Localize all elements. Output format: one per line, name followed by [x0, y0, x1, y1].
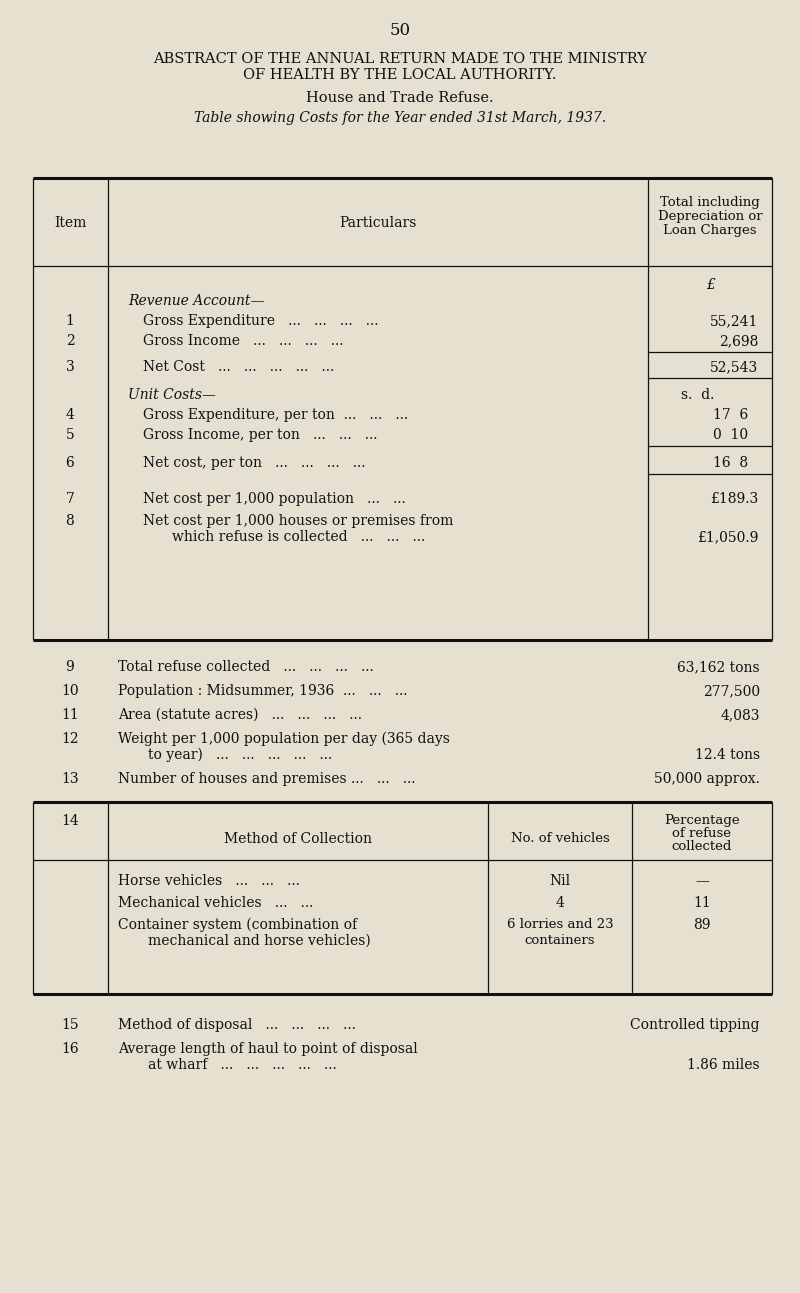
Text: Unit Costs—: Unit Costs—	[128, 388, 216, 402]
Text: 2,698: 2,698	[718, 334, 758, 348]
Text: 6 lorries and 23: 6 lorries and 23	[506, 918, 614, 931]
Text: Horse vehicles   ...   ...   ...: Horse vehicles ... ... ...	[118, 874, 300, 888]
Text: at wharf   ...   ...   ...   ...   ...: at wharf ... ... ... ... ...	[148, 1058, 337, 1072]
Text: 52,543: 52,543	[710, 359, 758, 374]
Text: 11: 11	[693, 896, 711, 910]
Text: Mechanical vehicles   ...   ...: Mechanical vehicles ... ...	[118, 896, 314, 910]
Text: 7: 7	[66, 493, 74, 506]
Text: No. of vehicles: No. of vehicles	[510, 831, 610, 846]
Text: Area (statute acres)   ...   ...   ...   ...: Area (statute acres) ... ... ... ...	[118, 709, 362, 721]
Text: Method of Collection: Method of Collection	[224, 831, 372, 846]
Text: 1: 1	[66, 314, 74, 328]
Text: Table showing Costs for the Year ended 31st March, 1937.: Table showing Costs for the Year ended 3…	[194, 111, 606, 125]
Text: 277,500: 277,500	[703, 684, 760, 698]
Text: 5: 5	[66, 428, 74, 442]
Text: 0  10: 0 10	[713, 428, 748, 442]
Text: Revenue Account—: Revenue Account—	[128, 294, 264, 308]
Text: Item: Item	[54, 216, 86, 230]
Text: Gross Expenditure   ...   ...   ...   ...: Gross Expenditure ... ... ... ...	[143, 314, 378, 328]
Text: 55,241: 55,241	[710, 314, 758, 328]
Text: 14: 14	[61, 815, 79, 828]
Text: Container system (combination of: Container system (combination of	[118, 918, 357, 932]
Text: mechanical and horse vehicles): mechanical and horse vehicles)	[148, 934, 370, 948]
Text: Loan Charges: Loan Charges	[663, 224, 757, 237]
Text: Gross Income   ...   ...   ...   ...: Gross Income ... ... ... ...	[143, 334, 343, 348]
Text: to year)   ...   ...   ...   ...   ...: to year) ... ... ... ... ...	[148, 747, 332, 763]
Text: containers: containers	[525, 934, 595, 946]
Text: Method of disposal   ...   ...   ...   ...: Method of disposal ... ... ... ...	[118, 1018, 356, 1032]
Text: 3: 3	[66, 359, 74, 374]
Text: £: £	[706, 278, 714, 292]
Text: 6: 6	[66, 456, 74, 469]
Text: 11: 11	[61, 709, 79, 721]
Text: Depreciation or: Depreciation or	[658, 209, 762, 222]
Text: 13: 13	[61, 772, 79, 786]
Text: 4: 4	[555, 896, 565, 910]
Text: 16: 16	[61, 1042, 79, 1056]
Text: £189.3: £189.3	[710, 493, 758, 506]
Text: Number of houses and premises ...   ...   ...: Number of houses and premises ... ... ..…	[118, 772, 415, 786]
Text: 4,083: 4,083	[721, 709, 760, 721]
Text: 2: 2	[66, 334, 74, 348]
Text: 4: 4	[66, 409, 74, 422]
Text: 8: 8	[66, 515, 74, 528]
Text: Total refuse collected   ...   ...   ...   ...: Total refuse collected ... ... ... ...	[118, 659, 374, 674]
Text: Nil: Nil	[550, 874, 570, 888]
Text: 50,000 approx.: 50,000 approx.	[654, 772, 760, 786]
Text: Gross Income, per ton   ...   ...   ...: Gross Income, per ton ... ... ...	[143, 428, 378, 442]
Text: Controlled tipping: Controlled tipping	[630, 1018, 760, 1032]
Text: Average length of haul to point of disposal: Average length of haul to point of dispo…	[118, 1042, 418, 1056]
Text: 1.86 miles: 1.86 miles	[687, 1058, 760, 1072]
Text: 10: 10	[61, 684, 79, 698]
Text: 9: 9	[66, 659, 74, 674]
Text: of refuse: of refuse	[673, 828, 731, 840]
Text: 89: 89	[694, 918, 710, 932]
Text: 63,162 tons: 63,162 tons	[678, 659, 760, 674]
Text: Net cost per 1,000 population   ...   ...: Net cost per 1,000 population ... ...	[143, 493, 406, 506]
Text: OF HEALTH BY THE LOCAL AUTHORITY.: OF HEALTH BY THE LOCAL AUTHORITY.	[243, 69, 557, 81]
Text: Particulars: Particulars	[339, 216, 417, 230]
Text: Net Cost   ...   ...   ...   ...   ...: Net Cost ... ... ... ... ...	[143, 359, 334, 374]
Text: Total including: Total including	[660, 197, 760, 209]
Text: ABSTRACT OF THE ANNUAL RETURN MADE TO THE MINISTRY: ABSTRACT OF THE ANNUAL RETURN MADE TO TH…	[153, 52, 647, 66]
Text: Net cost, per ton   ...   ...   ...   ...: Net cost, per ton ... ... ... ...	[143, 456, 366, 469]
Text: Percentage: Percentage	[664, 815, 740, 828]
Text: House and Trade Refuse.: House and Trade Refuse.	[306, 91, 494, 105]
Text: Net cost per 1,000 houses or premises from: Net cost per 1,000 houses or premises fr…	[143, 515, 454, 528]
Text: 16  8: 16 8	[713, 456, 748, 469]
Text: Gross Expenditure, per ton  ...   ...   ...: Gross Expenditure, per ton ... ... ...	[143, 409, 408, 422]
Text: —: —	[695, 874, 709, 888]
Text: s.  d.: s. d.	[682, 388, 714, 402]
Text: Population : Midsummer, 1936  ...   ...   ...: Population : Midsummer, 1936 ... ... ...	[118, 684, 407, 698]
Text: collected: collected	[672, 840, 732, 853]
Text: which refuse is collected   ...   ...   ...: which refuse is collected ... ... ...	[172, 530, 426, 544]
Text: 12: 12	[61, 732, 79, 746]
Text: Weight per 1,000 population per day (365 days: Weight per 1,000 population per day (365…	[118, 732, 450, 746]
Text: £1,050.9: £1,050.9	[697, 530, 758, 544]
Text: 17  6: 17 6	[713, 409, 748, 422]
Text: 15: 15	[61, 1018, 79, 1032]
Text: 50: 50	[390, 22, 410, 39]
Text: 12.4 tons: 12.4 tons	[695, 747, 760, 762]
